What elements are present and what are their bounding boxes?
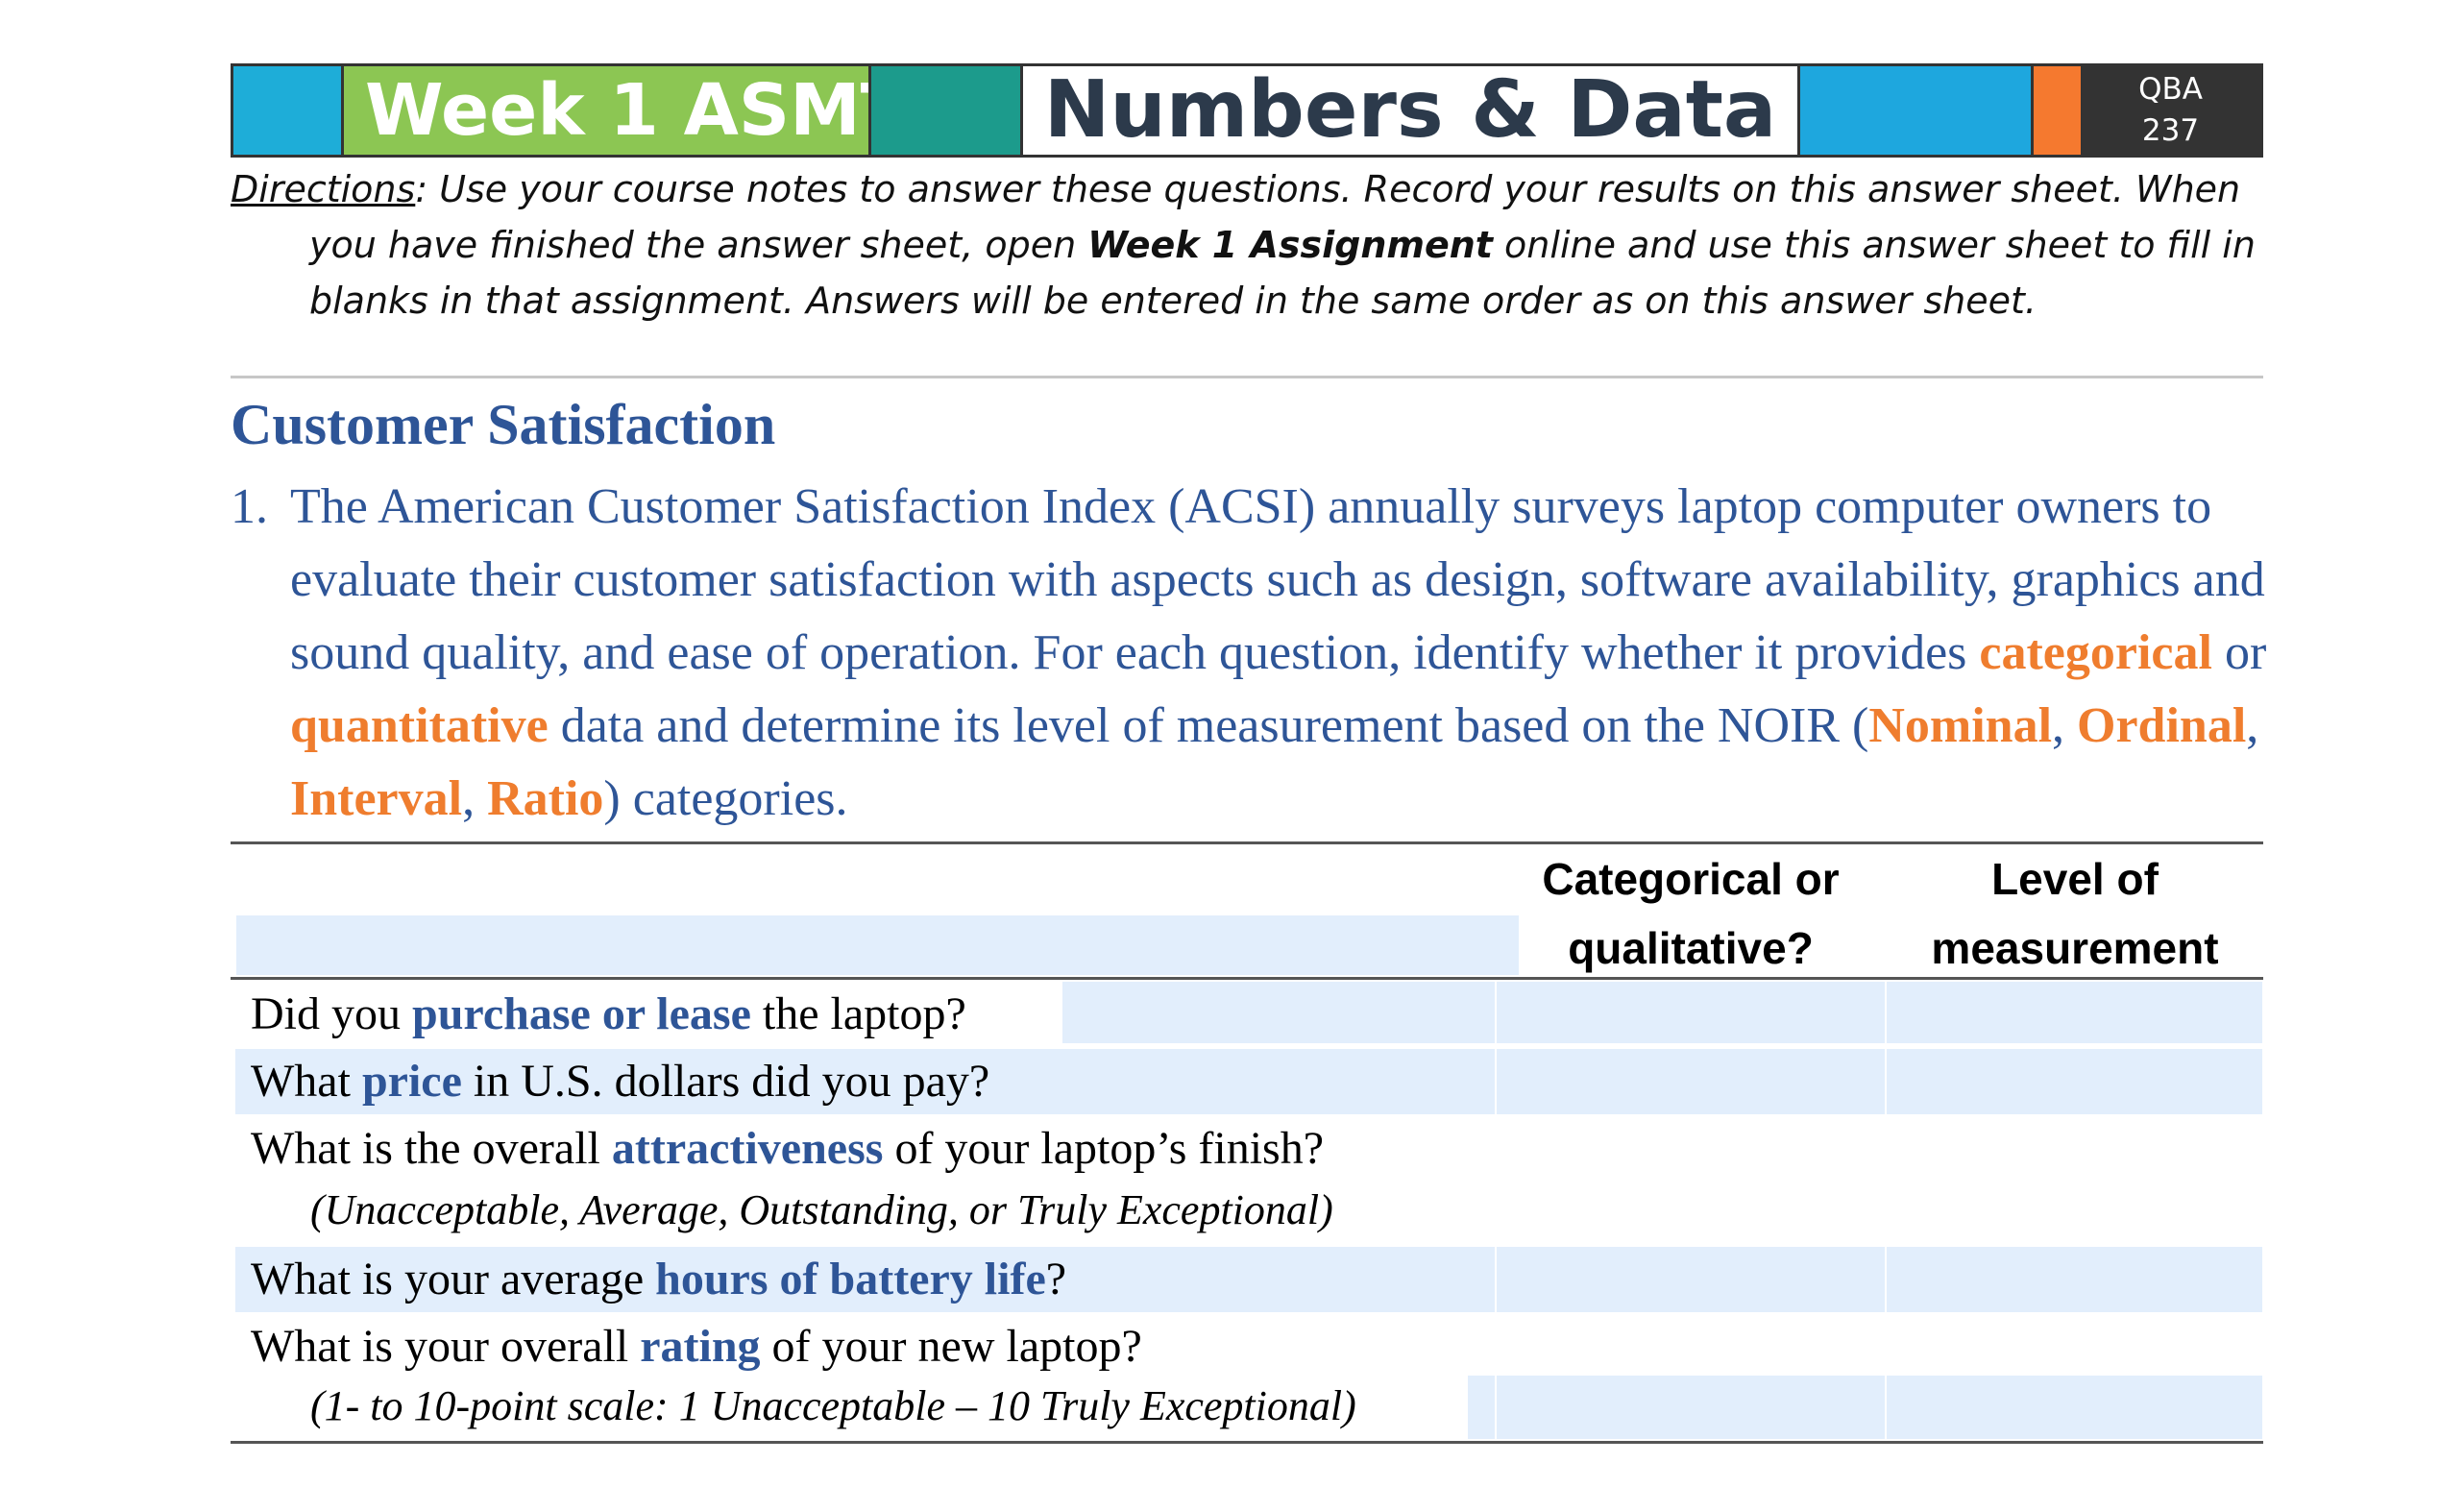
row-2-post: in U.S. dollars did you pay? xyxy=(461,1056,990,1107)
term-ratio: Ratio xyxy=(487,771,604,826)
column-header-categorical-line1: Categorical or xyxy=(1542,854,1840,904)
row-4-keyword: hours of battery life xyxy=(655,1254,1046,1304)
question-1: 1. The American Customer Satisfaction Ind… xyxy=(231,471,2277,836)
row-question: Did you purchase or lease the laptop? xyxy=(251,987,966,1040)
row-2-keyword: price xyxy=(361,1056,462,1107)
term-nominal: Nominal xyxy=(1868,698,2053,753)
directions-assignment-name: Week 1 Assignment xyxy=(1087,224,1493,266)
row-4-post: ? xyxy=(1045,1254,1067,1304)
column-header-categorical: Categorical or qualitative? xyxy=(1508,844,1873,983)
course-code-badge: QBA 237 xyxy=(2081,66,2260,155)
header-color-block-teal xyxy=(871,66,1020,155)
header-color-block-blue xyxy=(1800,66,2031,155)
assignment-header-bar: Week 1 ASMT Numbers & Data QBA 237 xyxy=(231,63,2263,158)
course-code-line1: QBA xyxy=(2138,72,2203,107)
table-row: Did you purchase or lease the laptop? xyxy=(235,982,2262,1045)
question-number: 1. xyxy=(231,479,268,534)
row-3-post: of your laptop’s finish? xyxy=(883,1123,1325,1174)
question-text-c: ) categories. xyxy=(603,771,848,826)
table-row: What is your average hours of battery li… xyxy=(235,1247,2262,1312)
column-header-level: Level of measurement xyxy=(1883,844,2267,983)
row-5-pre: What is your overall xyxy=(251,1321,641,1372)
row-5-keyword: rating xyxy=(640,1321,761,1372)
row-1-keyword: purchase or lease xyxy=(412,988,751,1039)
table-header-shade xyxy=(236,915,1519,975)
table-header-rule xyxy=(231,977,2263,980)
column-header-categorical-line2: qualitative? xyxy=(1568,923,1814,973)
comma-3: , xyxy=(462,771,488,826)
directions-text-b: online and use this answer sheet to fill… xyxy=(309,224,2256,322)
row-3-options: (Unacceptable, Average, Outstanding, or … xyxy=(310,1186,1333,1233)
answer-cell-row-5[interactable] xyxy=(1468,1376,2262,1439)
question-text-a: The American Customer Satisfaction Index… xyxy=(290,479,2265,680)
comma-1: , xyxy=(2052,698,2078,753)
column-header-level-line1: Level of xyxy=(1991,854,2159,904)
section-divider xyxy=(231,376,2263,378)
column-divider-2 xyxy=(1885,982,1887,1439)
row-1-pre: Did you xyxy=(251,988,412,1039)
section-title: Customer Satisfaction xyxy=(231,393,776,456)
term-ordinal: Ordinal xyxy=(2077,698,2247,753)
week-label: Week 1 ASMT xyxy=(341,66,871,155)
header-color-block-cyan xyxy=(233,66,341,155)
table-bottom-rule xyxy=(231,1441,2263,1444)
row-question: What price in U.S. dollars did you pay? xyxy=(251,1055,989,1108)
directions-label: Directions xyxy=(231,168,416,210)
column-divider-1 xyxy=(1495,982,1497,1439)
table-top-rule xyxy=(231,841,2263,844)
comma-2: , xyxy=(2246,698,2259,753)
row-2-pre: What xyxy=(251,1056,362,1107)
term-categorical: categorical xyxy=(1979,625,2212,680)
table-row: What price in U.S. dollars did you pay? xyxy=(235,1049,2262,1114)
row-5-scale: (1- to 10-point scale: 1 Unacceptable – … xyxy=(310,1382,1356,1429)
directions-paragraph: Directions: Use your course notes to ans… xyxy=(231,161,2257,329)
answer-cell-row-1[interactable] xyxy=(1062,982,2262,1043)
row-question: What is the overall attractiveness of yo… xyxy=(251,1122,1324,1175)
answer-cell-row-2[interactable] xyxy=(235,1049,2262,1114)
table-row: What is your overall rating of your new … xyxy=(235,1314,2262,1443)
row-question: What is your average hours of battery li… xyxy=(251,1253,1066,1305)
term-interval: Interval xyxy=(290,771,463,826)
directions-text-a: : Use your course notes to answer these … xyxy=(309,168,2241,266)
header-color-block-orange xyxy=(2031,66,2081,155)
column-header-level-line2: measurement xyxy=(1931,923,2219,973)
answer-cell-row-4[interactable] xyxy=(235,1247,2262,1312)
row-5-post: of your new laptop? xyxy=(760,1321,1142,1372)
row-question: What is your overall rating of your new … xyxy=(251,1320,1142,1373)
question-or: or xyxy=(2211,625,2267,680)
row-1-post: the laptop? xyxy=(750,988,966,1039)
table-row: What is the overall attractiveness of yo… xyxy=(235,1116,2262,1245)
question-text-b: data and determine its level of measurem… xyxy=(548,698,1869,753)
row-3-pre: What is the overall xyxy=(251,1123,612,1174)
page-title: Numbers & Data xyxy=(1020,66,1800,155)
course-code-line2: 237 xyxy=(2141,113,2200,148)
row-4-pre: What is your average xyxy=(251,1254,656,1304)
term-quantitative: quantitative xyxy=(290,698,549,753)
row-3-keyword: attractiveness xyxy=(611,1123,884,1174)
